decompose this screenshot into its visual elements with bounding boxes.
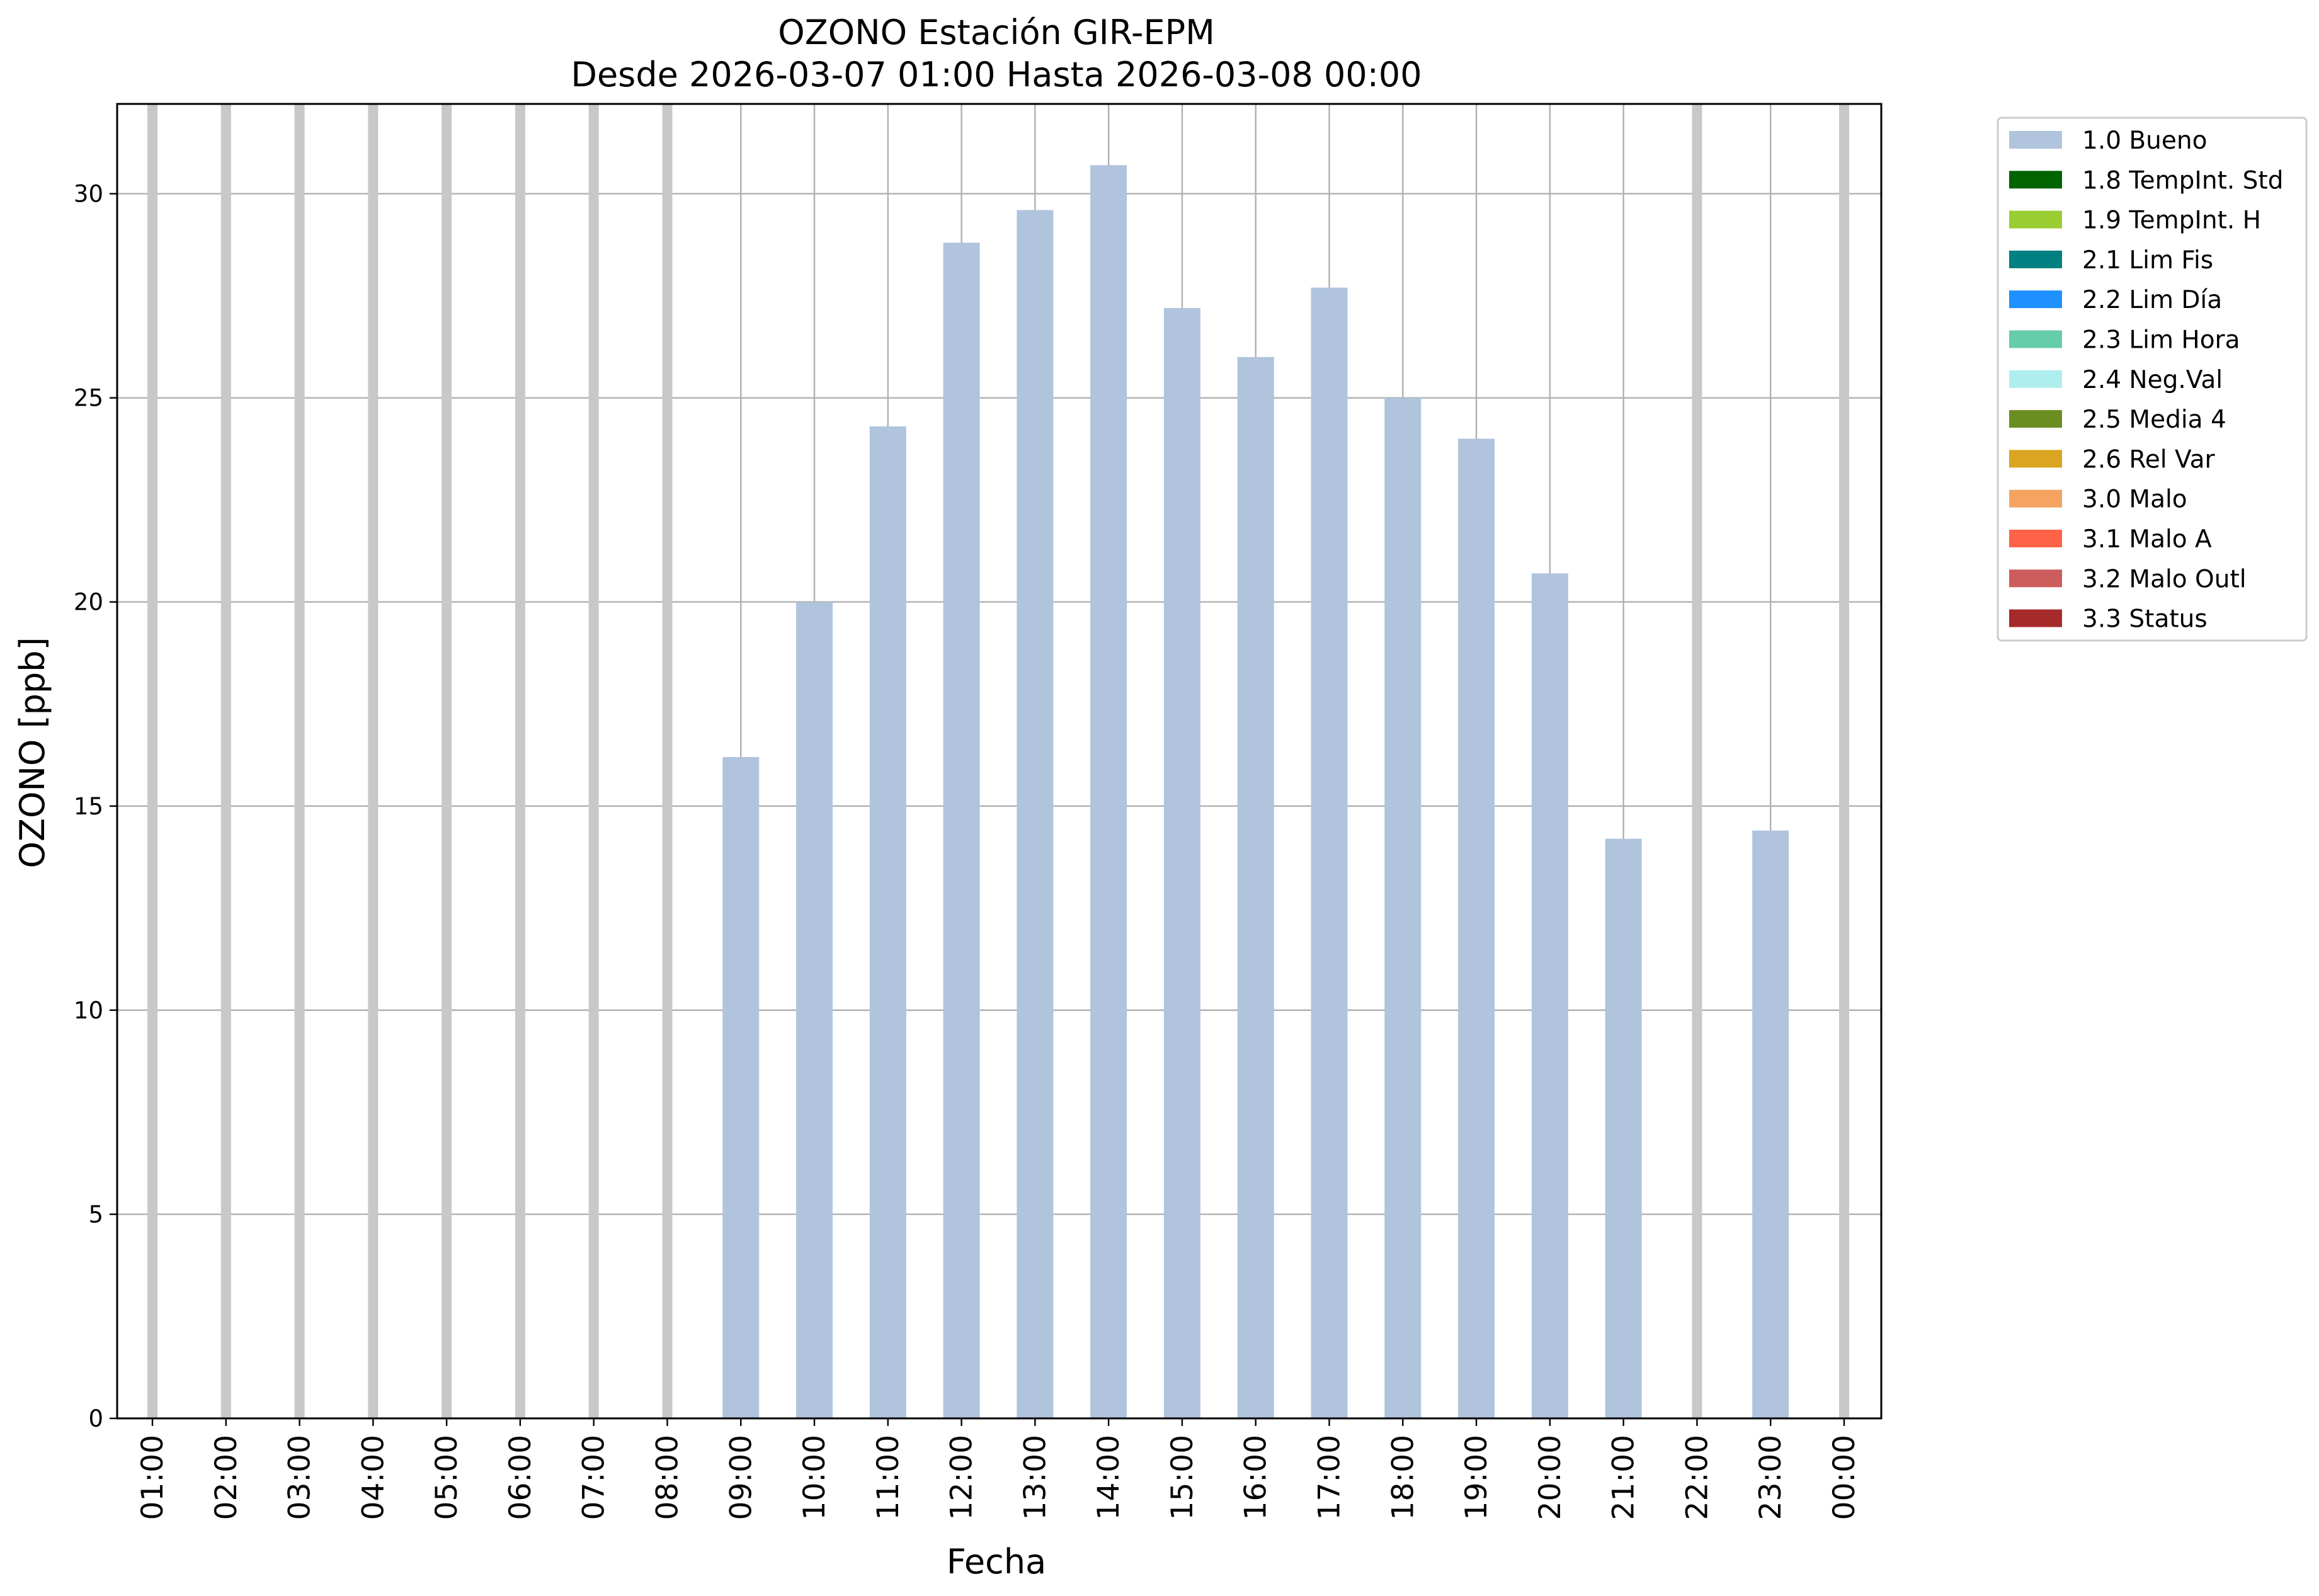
legend-entry-label: 1.9 TempInt. H	[2082, 207, 2261, 235]
x-tick-label: 23:00	[1753, 1435, 1788, 1520]
y-tick-label: 15	[74, 793, 103, 820]
missing-data-marker	[220, 104, 231, 1418]
x-tick-label: 01:00	[135, 1435, 170, 1520]
legend-swatch	[2009, 489, 2062, 508]
bar-1400	[1090, 165, 1127, 1419]
missing-data-marker	[1692, 104, 1702, 1418]
legend-entry-label: 2.5 Media 4	[2082, 406, 2226, 434]
bar-1500	[1163, 308, 1200, 1418]
x-tick-label: 12:00	[945, 1435, 979, 1520]
missing-data-marker	[1839, 104, 1849, 1418]
x-tick-label: 05:00	[430, 1435, 464, 1520]
chart-subtitle: Desde 2026-03-07 01:00 Hasta 2026-03-08 …	[571, 55, 1422, 94]
y-tick-label: 20	[74, 589, 103, 616]
bar-1200	[943, 242, 980, 1418]
x-tick-label: 19:00	[1459, 1435, 1494, 1520]
x-tick-label: 04:00	[356, 1435, 390, 1520]
y-tick-label: 0	[88, 1405, 103, 1432]
x-tick-label: 13:00	[1018, 1435, 1052, 1520]
missing-data-marker	[294, 104, 305, 1418]
legend-entry-label: 3.2 Malo Outl	[2082, 565, 2247, 593]
y-tick-label: 30	[74, 181, 103, 208]
legend-entry-label: 2.4 Neg.Val	[2082, 366, 2223, 394]
bar-1100	[869, 426, 906, 1418]
x-axis-label: Fecha	[947, 1542, 1046, 1582]
bar-2100	[1605, 838, 1642, 1418]
legend-entry-label: 3.0 Malo	[2082, 486, 2187, 514]
missing-data-marker	[442, 104, 452, 1418]
x-tick-label: 17:00	[1313, 1435, 1347, 1520]
legend-entry-label: 1.0 Bueno	[2082, 127, 2207, 155]
x-tick-label: 16:00	[1239, 1435, 1273, 1520]
bar-2000	[1531, 573, 1568, 1418]
x-tick-label: 08:00	[650, 1435, 685, 1520]
missing-data-marker	[147, 104, 157, 1418]
bar-1700	[1311, 287, 1348, 1418]
missing-data-marker	[662, 104, 673, 1418]
bar-1900	[1458, 438, 1495, 1418]
bar-1300	[1017, 210, 1054, 1419]
x-tick-label: 20:00	[1533, 1435, 1568, 1520]
y-axis-label: OZONO [ppb]	[13, 637, 52, 868]
missing-data-marker	[368, 104, 379, 1418]
x-tick-label: 02:00	[209, 1435, 244, 1520]
x-tick-label: 10:00	[797, 1435, 832, 1520]
legend-entry-label: 1.8 TempInt. Std	[2082, 166, 2283, 195]
legend-box	[1997, 117, 2308, 642]
legend-swatch	[2009, 210, 2062, 229]
legend-entry-label: 3.3 Status	[2082, 605, 2208, 634]
legend-swatch	[2009, 250, 2062, 268]
chart-title: OZONO Estación GIR-EPM	[778, 13, 1215, 52]
legend-swatch	[2009, 530, 2062, 547]
legend-swatch	[2009, 330, 2062, 348]
legend-items: 1.0 Bueno 1.8 TempInt. Std 1.9 TempInt. H 2…	[2009, 127, 2283, 634]
x-tick-label: 21:00	[1607, 1435, 1641, 1520]
x-tick-label: 11:00	[871, 1435, 906, 1520]
legend-swatch	[2009, 370, 2062, 388]
bar-1000	[796, 601, 833, 1418]
legend-entry-label: 2.2 Lim Día	[2082, 286, 2222, 314]
y-tick-label: 25	[74, 385, 103, 412]
y-axis-ticks: 0 5 10 15 20 25 30	[74, 181, 117, 1432]
legend-entry-label: 3.1 Malo A	[2082, 525, 2212, 554]
x-tick-label: 03:00	[283, 1435, 317, 1520]
legend-swatch	[2009, 609, 2062, 627]
x-tick-label: 00:00	[1827, 1435, 1862, 1520]
bar-2300	[1752, 830, 1789, 1418]
legend-swatch	[2009, 171, 2062, 189]
bar-0900	[722, 757, 760, 1418]
y-tick-label: 5	[88, 1201, 103, 1228]
x-tick-label: 07:00	[577, 1435, 612, 1520]
plot-area-frame	[116, 103, 1883, 1420]
x-tick-label: 14:00	[1091, 1435, 1126, 1520]
x-axis-ticks: 01:00 02:00 03:00 04:00 05:00 06:00 07:00 08:00…	[135, 1418, 1862, 1520]
missing-data-markers	[147, 104, 1849, 1418]
bar-1600	[1237, 356, 1274, 1418]
legend-swatch	[2009, 131, 2062, 149]
bar-1800	[1384, 397, 1422, 1418]
missing-data-marker	[515, 104, 525, 1418]
bars	[722, 165, 1789, 1419]
legend-swatch	[2009, 450, 2062, 468]
legend-entry-label: 2.1 Lim Fis	[2082, 246, 2213, 275]
legend-swatch	[2009, 569, 2062, 588]
legend-entry-label: 2.6 Rel Var	[2082, 445, 2216, 474]
missing-data-marker	[588, 104, 599, 1418]
legend-swatch	[2009, 290, 2062, 309]
x-tick-label: 18:00	[1386, 1435, 1420, 1520]
x-tick-label: 06:00	[503, 1435, 538, 1520]
x-tick-label: 15:00	[1165, 1435, 1200, 1520]
y-tick-label: 10	[74, 997, 103, 1024]
legend-swatch	[2009, 410, 2062, 428]
legend: 1.0 Bueno 1.8 TempInt. Std 1.9 TempInt. H 2…	[1997, 117, 2308, 642]
legend-entry-label: 2.3 Lim Hora	[2082, 326, 2240, 355]
x-tick-label: 22:00	[1680, 1435, 1714, 1520]
x-tick-label: 09:00	[724, 1435, 758, 1520]
